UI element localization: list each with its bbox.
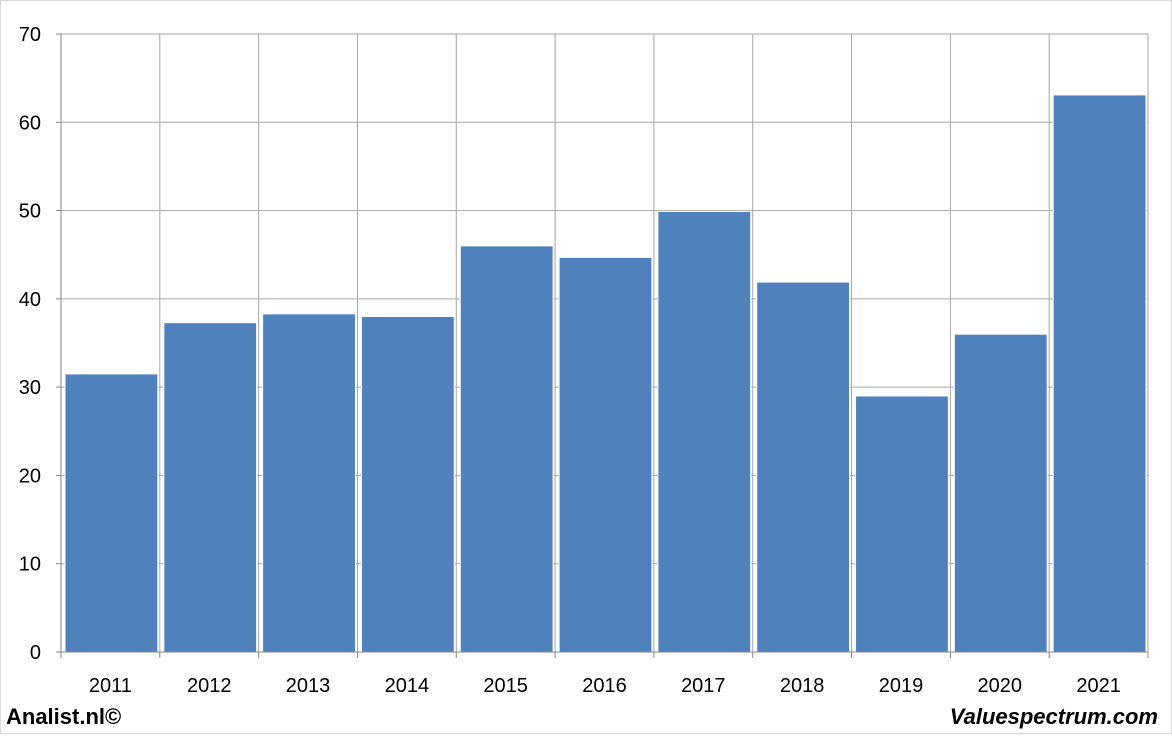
axis-layer <box>56 33 1149 658</box>
y-tick-label: 40 <box>19 289 41 311</box>
x-tick-label: 2016 <box>582 675 627 697</box>
bar-2016 <box>558 256 653 653</box>
bar-2013 <box>262 313 356 653</box>
bar-2018 <box>756 281 851 653</box>
y-tick-label: 50 <box>19 201 41 223</box>
footer-source-left: Analist.nl© <box>6 704 121 729</box>
x-tick-label: 2014 <box>385 675 430 697</box>
bar-2021 <box>1052 94 1147 653</box>
bar-layer <box>64 94 1147 653</box>
bar-2015 <box>459 245 554 653</box>
y-tick-label: 10 <box>19 554 41 576</box>
y-tick-label: 70 <box>19 24 41 46</box>
x-tick-label: 2013 <box>286 675 331 697</box>
bar-2011 <box>64 373 159 653</box>
x-tick-labels: 2011 2012 2013 2014 2015 2016 2017 2018 2019 2020… <box>89 675 1121 697</box>
x-tick-label: 2020 <box>978 675 1023 697</box>
footer-source-right: Valuespectrum.com <box>950 704 1158 729</box>
x-tick-label: 2011 <box>89 675 132 697</box>
bar-2017 <box>657 210 752 653</box>
x-tick-label: 2018 <box>780 675 825 697</box>
bar-2014 <box>360 316 455 653</box>
bar-2012 <box>163 322 258 653</box>
y-tick-label: 30 <box>19 377 41 399</box>
y-tick-label: 60 <box>19 112 41 134</box>
x-tick-label: 2012 <box>187 675 232 697</box>
x-tick-label: 2019 <box>879 675 924 697</box>
y-tick-label: 20 <box>19 465 41 487</box>
y-tick-label: 0 <box>30 642 41 664</box>
bar-2019 <box>855 395 949 653</box>
x-tick-label: 2021 <box>1076 675 1121 697</box>
bar-2020 <box>953 333 1048 653</box>
x-tick-label: 2015 <box>483 675 528 697</box>
y-tick-labels: 0 10 20 30 40 50 60 70 <box>19 24 41 664</box>
x-tick-label: 2017 <box>681 675 726 697</box>
